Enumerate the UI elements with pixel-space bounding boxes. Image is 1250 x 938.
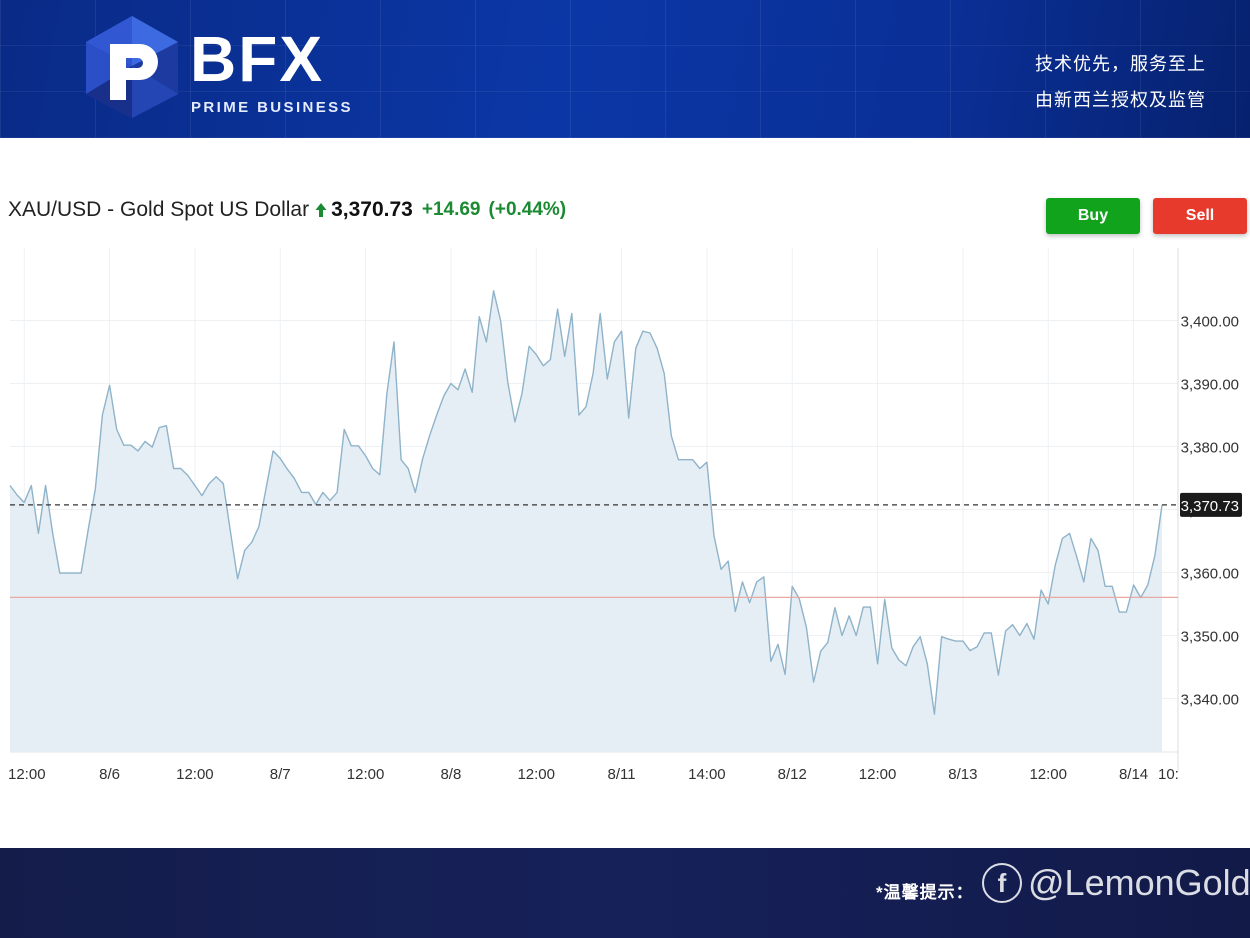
y-tick-label: 3,360.00 bbox=[1181, 565, 1239, 582]
symbol-name: XAU/USD - Gold Spot US Dollar bbox=[8, 198, 310, 221]
current-price-label: 3,370.73 bbox=[1181, 498, 1239, 515]
x-tick-label: 14:00 bbox=[688, 766, 726, 783]
x-tick-label: 8/11 bbox=[608, 766, 636, 783]
symbol-change: +14.69 bbox=[421, 199, 481, 220]
y-tick-label: 3,400.00 bbox=[1181, 313, 1239, 330]
current-price-badge bbox=[1180, 492, 1242, 517]
pbfx-logo-icon bbox=[86, 16, 178, 118]
price-area bbox=[10, 290, 1162, 752]
brand-tagline: PRIME BUSINESS bbox=[191, 99, 353, 116]
y-tick-label: 3,350.00 bbox=[1181, 628, 1239, 645]
symbol-change-percent: (+0.44%) bbox=[488, 199, 567, 220]
x-tick-label: 8/13 bbox=[948, 766, 977, 783]
symbol-price: 3,370.73 bbox=[331, 198, 413, 221]
x-tick-label: 8/14 bbox=[1119, 766, 1148, 783]
slogan-line-1: 技术优先，服务至上 bbox=[1035, 54, 1206, 74]
footer-banner bbox=[0, 848, 1250, 938]
price-chart: 3,340.003,350.003,360.003,370.003,380.00… bbox=[8, 248, 1242, 783]
footer-notice: *温馨提示： bbox=[876, 883, 974, 902]
x-tick-label: 10: bbox=[1158, 766, 1179, 783]
x-tick-label: 12:00 bbox=[517, 766, 555, 783]
brand-wordmark: BFX bbox=[190, 24, 324, 94]
header-banner: BFX PRIME BUSINESS 技术优先，服务至上 由新西兰授权及监管 bbox=[0, 0, 1250, 138]
watermark-handle: @LemonGold bbox=[1028, 862, 1250, 903]
slogan-line-2: 由新西兰授权及监管 bbox=[1035, 90, 1206, 110]
up-arrow-icon bbox=[315, 203, 327, 217]
x-tick-label: 12:00 bbox=[176, 766, 214, 783]
x-tick-label: 12:00 bbox=[859, 766, 897, 783]
brand-name: BFX bbox=[190, 23, 324, 95]
buy-button[interactable]: Buy bbox=[1046, 198, 1140, 234]
x-tick-label: 8/7 bbox=[270, 766, 291, 783]
x-tick-label: 8/12 bbox=[778, 766, 807, 783]
x-tick-label: 8/6 bbox=[99, 766, 120, 783]
x-tick-label: 12:00 bbox=[8, 766, 46, 783]
price-series-line bbox=[9, 290, 1163, 715]
watermark: f @LemonGold bbox=[982, 862, 1250, 904]
y-tick-label: 3,380.00 bbox=[1181, 439, 1239, 456]
symbol-header: XAU/USD - Gold Spot US Dollar 3,370.73 +… bbox=[8, 196, 566, 224]
y-tick-label: 3,340.00 bbox=[1181, 691, 1239, 708]
y-tick-label: 3,390.00 bbox=[1181, 376, 1239, 393]
banner-pattern bbox=[0, 0, 1250, 138]
x-tick-label: 12:00 bbox=[1029, 766, 1067, 783]
x-tick-label: 12:00 bbox=[347, 766, 385, 783]
facebook-icon: f bbox=[982, 863, 1022, 903]
x-tick-label: 8/8 bbox=[440, 766, 461, 783]
sell-button[interactable]: Sell bbox=[1153, 198, 1247, 234]
